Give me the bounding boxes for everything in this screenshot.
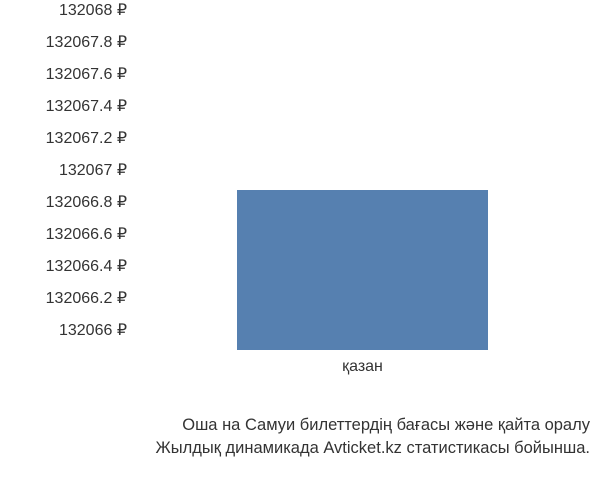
y-axis: 132066 ₽ 132066.2 ₽ 132066.4 ₽ 132066.6 ₽ 13… xyxy=(10,30,135,350)
y-tick-label: 132067 ₽ xyxy=(59,160,127,180)
y-tick-label: 132066.6 ₽ xyxy=(46,224,127,244)
chart-area: 132066 ₽ 132066.2 ₽ 132066.4 ₽ 132066.6 ₽ 13… xyxy=(10,30,590,350)
plot-area xyxy=(135,30,590,350)
caption-line-1: Оша на Самуи билеттердің бағасы және қай… xyxy=(156,414,591,437)
chart-container: 132066 ₽ 132066.2 ₽ 132066.4 ₽ 132066.6 ₽ 13… xyxy=(0,0,600,500)
x-tick-label: қазан xyxy=(135,358,590,376)
y-tick-label: 132067.4 ₽ xyxy=(46,96,127,116)
x-axis: қазан xyxy=(135,358,590,376)
caption-line-2: Жылдық динамикада Avticket.kz статистика… xyxy=(156,437,591,460)
y-tick-label: 132066.2 ₽ xyxy=(46,288,127,308)
bar xyxy=(237,190,487,350)
y-tick-label: 132066.8 ₽ xyxy=(46,192,127,212)
chart-caption: Оша на Самуи билеттердің бағасы және қай… xyxy=(156,414,591,460)
y-tick-label: 132066.4 ₽ xyxy=(46,256,127,276)
y-tick-label: 132067.6 ₽ xyxy=(46,64,127,84)
y-tick-label: 132068 ₽ xyxy=(59,0,127,20)
y-tick-label: 132066 ₽ xyxy=(59,320,127,340)
y-tick-label: 132067.2 ₽ xyxy=(46,128,127,148)
y-tick-label: 132067.8 ₽ xyxy=(46,32,127,52)
